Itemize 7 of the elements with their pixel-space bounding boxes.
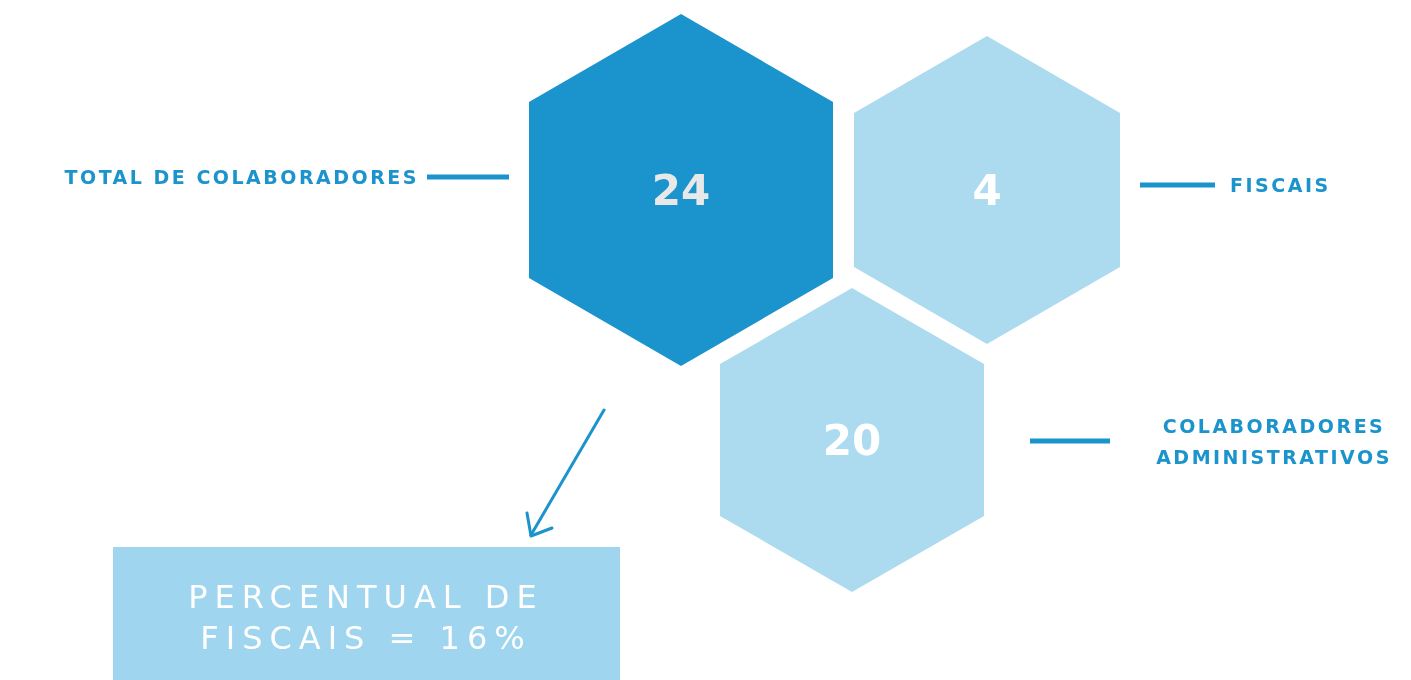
category-label: FISCAIS: [1230, 174, 1331, 196]
text: PERCENTUAL DE FISCAIS = 16%: [188, 578, 544, 657]
data-label: 4: [972, 166, 1002, 215]
category-label: COLABORADORES ADMINISTRATIVOS: [1156, 414, 1392, 468]
category-label: TOTAL DE COLABORADORES: [64, 166, 419, 188]
data-label: 24: [651, 166, 711, 215]
data-label: 20: [822, 416, 882, 465]
